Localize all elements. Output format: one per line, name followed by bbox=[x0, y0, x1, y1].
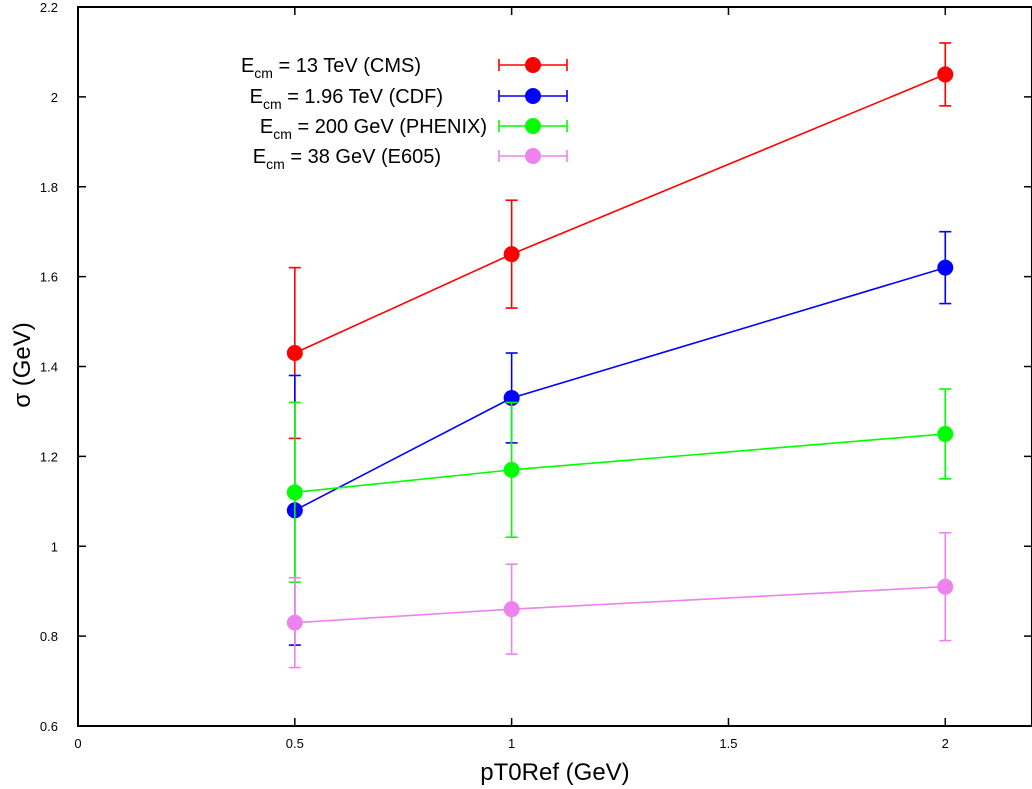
legend-label: Ecm = 13 TeV (CMS) bbox=[241, 55, 421, 81]
plot-frame bbox=[77, 6, 1032, 727]
plot-area-border bbox=[77, 6, 1032, 727]
data-point bbox=[503, 246, 520, 263]
data-point bbox=[937, 578, 954, 595]
series-1 bbox=[286, 42, 954, 440]
data-point bbox=[503, 461, 520, 478]
y-tick-label: 0.6 bbox=[40, 719, 58, 734]
series-line bbox=[294, 585, 946, 624]
x-tick-label: 1.5 bbox=[719, 736, 737, 751]
legend-label: Ecm = 200 GeV (PHENIX) bbox=[260, 116, 487, 142]
data-point bbox=[286, 614, 303, 631]
x-tick-label: 1 bbox=[508, 736, 515, 751]
x-tick-label: 0 bbox=[74, 736, 81, 751]
series-layer bbox=[286, 42, 954, 669]
data-point bbox=[286, 345, 303, 362]
y-tick-label: 1.6 bbox=[40, 270, 58, 285]
data-point bbox=[286, 484, 303, 501]
legend-marker bbox=[525, 57, 541, 73]
series-4 bbox=[286, 531, 954, 669]
legend-marker bbox=[525, 118, 541, 134]
series-line bbox=[294, 433, 946, 494]
y-tick-label: 2 bbox=[51, 90, 58, 105]
data-point bbox=[937, 259, 954, 276]
series-line bbox=[294, 266, 946, 512]
x-tick-label: 2 bbox=[942, 736, 949, 751]
legend: Ecm = 13 TeV (CMS) Ecm = 1.96 TeV (CDF) Ec… bbox=[241, 55, 568, 172]
legend-marker bbox=[525, 148, 541, 164]
legend-label: Ecm = 1.96 TeV (CDF) bbox=[250, 86, 443, 112]
y-tick-label: 1 bbox=[51, 539, 58, 554]
y-axis-title: σ (GeV) bbox=[9, 322, 36, 408]
y-tick-label: 1.2 bbox=[40, 449, 58, 464]
y-tick-label: 1.4 bbox=[40, 360, 58, 375]
x-tick-label: 0.5 bbox=[286, 736, 304, 751]
legend-marker bbox=[525, 88, 541, 104]
series-3 bbox=[286, 388, 954, 584]
x-axis-title: pT0Ref (GeV) bbox=[480, 759, 629, 786]
y-tick-label: 1.8 bbox=[40, 180, 58, 195]
legend-label: Ecm = 38 GeV (E605) bbox=[253, 146, 441, 172]
data-point bbox=[937, 425, 954, 442]
data-point bbox=[937, 66, 954, 83]
y-tick-label: 2.2 bbox=[40, 0, 58, 15]
data-point bbox=[503, 601, 520, 618]
y-tick-label: 0.8 bbox=[40, 629, 58, 644]
axis-ticks: 0 0.5 1 1.5 2 0.6 0.8 1 1.2 1.4 1.6 1.8 2 2.2 bbox=[40, 0, 1032, 751]
series-2 bbox=[286, 230, 954, 646]
